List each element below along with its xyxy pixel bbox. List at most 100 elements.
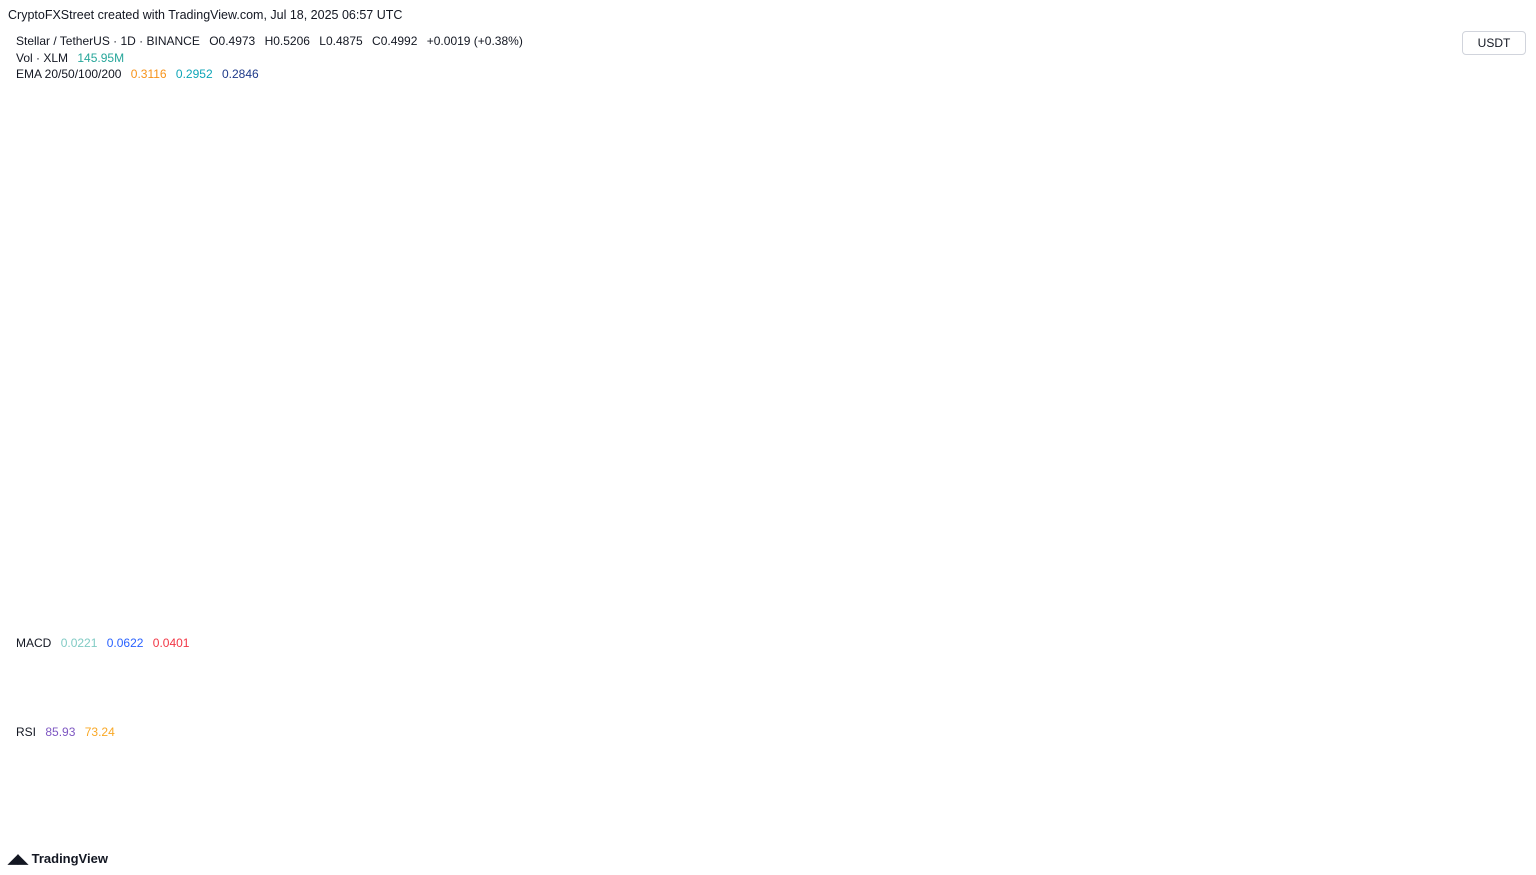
- candle-body: [334, 322, 339, 340]
- macd-hist-bar: [610, 687, 614, 691]
- candle-body: [489, 296, 494, 304]
- volume-bar: [238, 609, 242, 626]
- volume-bar: [741, 615, 745, 626]
- time-tick-label: Aug: [1355, 823, 1376, 837]
- candle-body: [358, 307, 364, 335]
- macd-hist-bar: [88, 684, 92, 691]
- volume-bar: [141, 522, 145, 626]
- macd-hist-bar: [412, 683, 416, 691]
- candle-body: [440, 284, 446, 290]
- macd-hist-bar: [165, 660, 170, 691]
- candle-body: [305, 305, 310, 327]
- macd-hist-bar: [257, 691, 261, 712]
- macd-hist-bar: [547, 691, 551, 697]
- volume-bar: [252, 607, 257, 626]
- candle-body: [184, 215, 190, 225]
- candle-body: [50, 760, 54, 774]
- macd-hist-bar: [876, 685, 880, 691]
- volume-bar: [799, 615, 803, 626]
- macd-hist-bar: [557, 691, 561, 696]
- volume-bar: [837, 617, 841, 626]
- volume-bar: [886, 619, 890, 626]
- candle-body: [107, 515, 112, 542]
- macd-hist-bar: [204, 691, 208, 701]
- candle-body: [1141, 447, 1147, 457]
- candle-body: [1228, 451, 1234, 456]
- time-tick-label: Jun: [1062, 823, 1081, 837]
- candle-body: [841, 456, 847, 471]
- macd-hist-bar: [1200, 689, 1204, 691]
- price-badge: 0.4992: [1465, 231, 1502, 245]
- candle-body: [1252, 330, 1258, 356]
- macd-hist-bar: [982, 691, 986, 692]
- volume-bar: [1122, 618, 1127, 626]
- volume-bar: [1050, 616, 1054, 626]
- volume-bar: [876, 610, 880, 626]
- macd-hist-bar: [407, 683, 411, 691]
- macd-hist-bar: [190, 688, 194, 691]
- volume-bar: [1055, 614, 1059, 626]
- candle-body: [624, 373, 629, 379]
- candle-body: [213, 232, 219, 255]
- macd-hist-bar: [905, 686, 909, 691]
- volume-bar: [910, 611, 914, 626]
- volume-bar: [721, 618, 725, 626]
- macd-hist-bar: [586, 691, 590, 692]
- candle-body: [479, 295, 484, 308]
- volume-bar: [591, 613, 595, 626]
- price-badge-bg: [1461, 230, 1509, 246]
- volume-bar: [866, 608, 870, 626]
- currency-button[interactable]: USDT: [1462, 31, 1526, 55]
- volume-bar: [1272, 582, 1276, 626]
- candle-body: [933, 386, 939, 398]
- macd-hist-bar: [939, 687, 943, 691]
- volume-bar: [697, 582, 701, 626]
- volume-bar: [103, 519, 107, 626]
- volume-bar: [146, 535, 150, 626]
- candle-body: [1175, 479, 1180, 490]
- macd-hist-bar: [354, 691, 358, 694]
- price-badge: 0.2952: [1465, 402, 1502, 416]
- macd-hist-bar: [832, 690, 837, 691]
- macd-hist-bar: [1084, 691, 1088, 693]
- candle-body: [851, 451, 857, 461]
- candle-body: [837, 456, 842, 467]
- macd-hist-bar: [74, 686, 78, 691]
- macd-hist-bar: [228, 691, 232, 711]
- macd-hist-bar: [1253, 676, 1257, 691]
- volume-bar: [54, 608, 58, 626]
- macd-hist-bar: [745, 688, 750, 691]
- macd-hist-bar: [649, 691, 653, 692]
- candle-body: [1025, 410, 1031, 417]
- macd-hist-bar: [973, 689, 977, 691]
- macd-hist-bar: [567, 691, 571, 696]
- ema20-value: 0.3116: [130, 67, 167, 81]
- macd-hist-bar: [243, 691, 247, 712]
- candle-body: [914, 408, 919, 417]
- macd-hist-bar: [475, 691, 479, 697]
- volume-bar: [1151, 607, 1156, 626]
- volume-bar: [1040, 614, 1044, 626]
- volume-bar: [571, 610, 576, 626]
- macd-hist-bar: [673, 691, 677, 693]
- volume-bar: [953, 616, 957, 626]
- macd-hist-bar: [325, 691, 329, 699]
- volume-bar: [349, 612, 353, 626]
- volume-bar: [895, 609, 899, 626]
- volume-bar: [731, 607, 735, 626]
- candle-body: [1035, 399, 1040, 416]
- volume-bar: [281, 617, 286, 626]
- volume-bar: [513, 606, 518, 626]
- candle-body: [242, 267, 248, 273]
- volume-bar: [233, 618, 237, 626]
- volume-bar: [272, 607, 276, 626]
- candle-body: [416, 262, 422, 271]
- tradingview-logo[interactable]: ◢◣ TradingView: [8, 851, 108, 867]
- volume-bar: [1248, 606, 1252, 626]
- price-tick-label: 0.1690: [1467, 572, 1504, 586]
- candle-body: [1291, 247, 1296, 258]
- macd-value: 0.0622: [106, 636, 144, 650]
- macd-hist-bar: [1002, 691, 1006, 693]
- candle-body: [967, 373, 973, 382]
